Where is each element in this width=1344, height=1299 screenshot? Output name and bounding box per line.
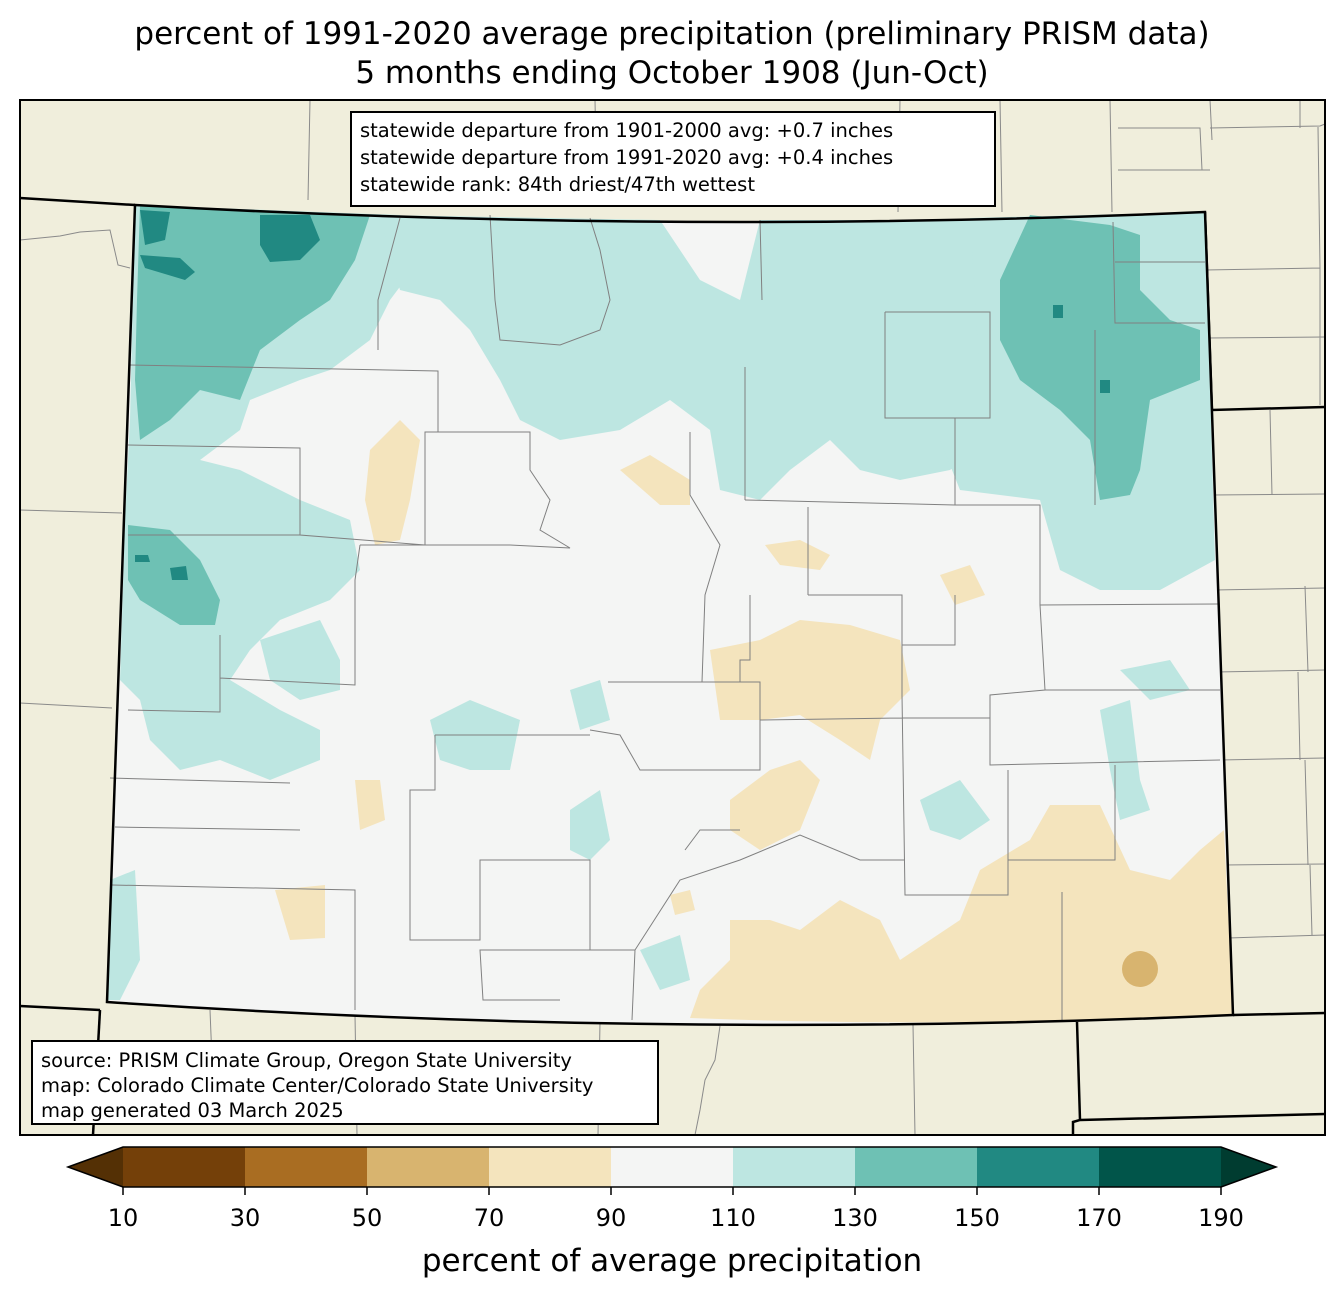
source-line: source: PRISM Climate Group, Oregon Stat… <box>41 1049 572 1072</box>
map-frame <box>19 99 1326 1136</box>
colorbar-bin-70-90 <box>489 1147 611 1187</box>
generated-date-line: map generated 03 March 2025 <box>41 1099 344 1122</box>
colorbar-bin-90-110 <box>611 1147 733 1187</box>
colorbar-under-arrow <box>68 1147 123 1187</box>
colorbar-tick-label: 10 <box>107 1204 139 1232</box>
stats-departure-1991-2020: statewide departure from 1991-2020 avg: … <box>360 146 894 169</box>
stats-rank: statewide rank: 84th driest/47th wettest <box>360 173 755 196</box>
colorbar-bin-10-30 <box>123 1147 245 1187</box>
colorbar-tick-label: 70 <box>473 1204 505 1232</box>
colorado-border <box>105 203 1235 1027</box>
colorbar-tick-label: 170 <box>1076 1204 1122 1232</box>
colorbar-tick-label: 130 <box>832 1204 878 1232</box>
colorbar-bin-30-50 <box>245 1147 367 1187</box>
colorbar-bin-170-190 <box>1099 1147 1221 1187</box>
statewide-stats-box: statewide departure from 1901-2000 avg: … <box>350 111 996 207</box>
colorbar-bin-50-70 <box>367 1147 489 1187</box>
map-credit-line: map: Colorado Climate Center/Colorado St… <box>41 1074 594 1097</box>
colorbar-bin-150-170 <box>977 1147 1099 1187</box>
colorbar-tick-label: 110 <box>710 1204 756 1232</box>
colorbar-tick-marks <box>122 1187 1222 1195</box>
colorbar-tick-label: 90 <box>595 1204 627 1232</box>
source-credits-box: source: PRISM Climate Group, Oregon Stat… <box>31 1040 659 1125</box>
colorbar-over-arrow <box>1221 1147 1276 1187</box>
colorbar-tick-label: 50 <box>351 1204 383 1232</box>
colorbar <box>65 1146 1279 1195</box>
colorbar-bin-110-130 <box>733 1147 855 1187</box>
colorbar-bins <box>123 1147 1221 1187</box>
colorbar-bin-130-150 <box>855 1147 977 1187</box>
stats-departure-1901-2000: statewide departure from 1901-2000 avg: … <box>360 119 894 142</box>
colorbar-tick-label: 30 <box>229 1204 261 1232</box>
colorbar-tick-label: 190 <box>1198 1204 1244 1232</box>
county-lines <box>109 214 1221 1022</box>
colorbar-label: percent of average precipitation <box>421 1243 923 1279</box>
map-title-line1: percent of 1991-2020 average precipitati… <box>134 16 1210 52</box>
colorbar-tick-label: 150 <box>954 1204 1000 1232</box>
map-title-line2: 5 months ending October 1908 (Jun-Oct) <box>355 55 989 91</box>
